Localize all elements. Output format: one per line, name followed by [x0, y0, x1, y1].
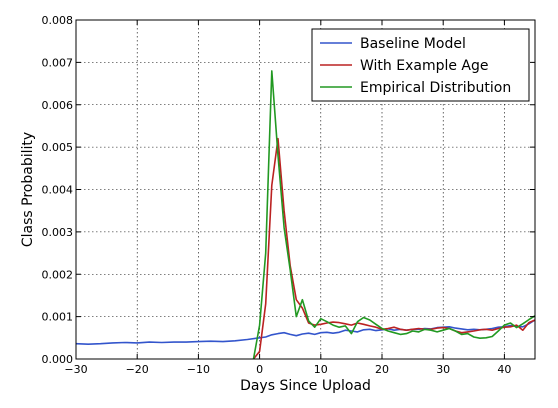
y-tick-label: 0.000: [42, 353, 74, 366]
x-tick-label: 40: [497, 363, 511, 376]
y-tick-label: 0.008: [42, 14, 74, 27]
y-tick-label: 0.005: [42, 141, 74, 154]
legend: Baseline Model With Example Age Empirica…: [311, 28, 530, 102]
series-lines: [75, 70, 536, 360]
x-tick-label: −30: [64, 363, 87, 376]
x-tick-label: −10: [187, 363, 210, 376]
y-tick-label: 0.004: [42, 184, 74, 197]
series-line-empirical-distribution: [252, 70, 536, 360]
series-line-with-example-age: [252, 137, 536, 360]
x-tick-label: −20: [126, 363, 149, 376]
x-tick-label: 0: [256, 363, 263, 376]
y-axis-title: Class Probability: [20, 132, 36, 247]
y-tick-label: 0.003: [42, 226, 74, 239]
legend-label-baseline-model: Baseline Model: [360, 36, 466, 52]
x-tick-label: 20: [375, 363, 389, 376]
x-axis-title: Days Since Upload: [240, 378, 371, 394]
x-tick-label: 10: [314, 363, 328, 376]
x-tick-label: 30: [436, 363, 450, 376]
y-tick-label: 0.006: [42, 99, 74, 112]
legend-label-with-example-age: With Example Age: [360, 58, 489, 74]
axis-ticks: −30 −20 −10 0 10 20 30 40 0.000 0.001 0.002 0.003 0.…: [42, 14, 535, 376]
y-tick-label: 0.002: [42, 268, 74, 281]
y-tick-label: 0.001: [42, 311, 74, 324]
y-tick-label: 0.007: [42, 56, 74, 69]
series-line-baseline-model: [75, 319, 536, 346]
legend-label-empirical-distribution: Empirical Distribution: [360, 80, 511, 96]
